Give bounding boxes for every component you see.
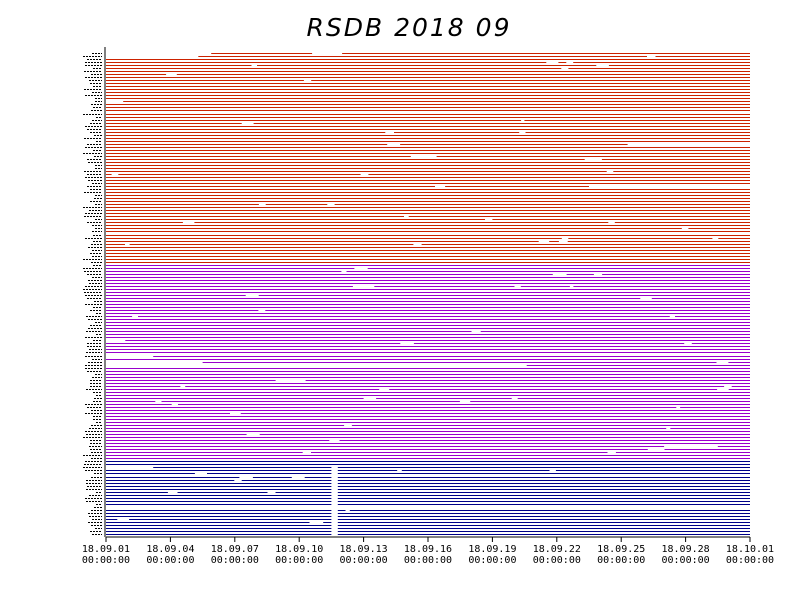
x-tick-label-time-5: 00:00:00: [404, 555, 452, 566]
x-tick-label-time-2: 00:00:00: [211, 555, 259, 566]
x-tick-label-date-5: 18.09.16: [404, 544, 452, 555]
x-tick-label-time-3: 00:00:00: [275, 555, 323, 566]
station-label-strip: [83, 53, 102, 535]
x-tick-label-time-7: 00:00:00: [533, 555, 581, 566]
x-tick-layer: 18.09.0100:00:0018.09.0400:00:0018.09.07…: [82, 537, 774, 566]
x-tick-label-time-4: 00:00:00: [340, 555, 388, 566]
x-tick-label-date-1: 18.09.04: [146, 544, 194, 555]
x-tick-label-date-0: 18.09.01: [82, 544, 130, 555]
x-tick-label-time-1: 00:00:00: [146, 555, 194, 566]
x-tick-label-date-3: 18.09.10: [275, 544, 323, 555]
x-tick-label-time-10: 00:00:00: [726, 555, 774, 566]
x-tick-label-date-8: 18.09.25: [597, 544, 645, 555]
x-tick-label-date-7: 18.09.22: [533, 544, 581, 555]
x-tick-label-date-6: 18.09.19: [468, 544, 516, 555]
x-tick-label-date-4: 18.09.13: [340, 544, 388, 555]
x-tick-label-time-6: 00:00:00: [468, 555, 516, 566]
series-layer: [106, 53, 750, 535]
x-tick-label-date-10: 18.10.01: [726, 544, 774, 555]
chart-title: RSDB 2018 09: [307, 13, 512, 42]
x-tick-label-date-9: 18.09.28: [662, 544, 710, 555]
x-tick-label-time-9: 00:00:00: [662, 555, 710, 566]
x-tick-label-time-0: 00:00:00: [82, 555, 130, 566]
x-tick-label-date-2: 18.09.07: [211, 544, 259, 555]
x-tick-label-time-8: 00:00:00: [597, 555, 645, 566]
